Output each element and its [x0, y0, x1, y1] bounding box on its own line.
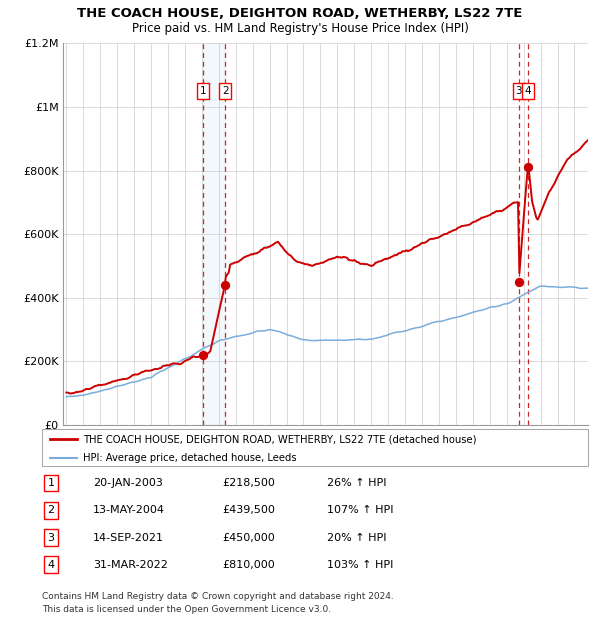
Text: 20-JAN-2003: 20-JAN-2003	[93, 478, 163, 488]
Text: THE COACH HOUSE, DEIGHTON ROAD, WETHERBY, LS22 7TE (detached house): THE COACH HOUSE, DEIGHTON ROAD, WETHERBY…	[83, 435, 476, 445]
Text: Contains HM Land Registry data © Crown copyright and database right 2024.: Contains HM Land Registry data © Crown c…	[42, 592, 394, 601]
Text: £439,500: £439,500	[222, 505, 275, 515]
Text: 13-MAY-2004: 13-MAY-2004	[93, 505, 165, 515]
Point	[523, 162, 533, 172]
Text: 4: 4	[524, 86, 531, 96]
Text: This data is licensed under the Open Government Licence v3.0.: This data is licensed under the Open Gov…	[42, 604, 331, 614]
Text: 3: 3	[47, 533, 55, 542]
Text: 3: 3	[515, 86, 522, 96]
Text: £810,000: £810,000	[222, 560, 275, 570]
Text: 14-SEP-2021: 14-SEP-2021	[93, 533, 164, 542]
Text: 107% ↑ HPI: 107% ↑ HPI	[327, 505, 394, 515]
Text: 103% ↑ HPI: 103% ↑ HPI	[327, 560, 394, 570]
Bar	[203, 43, 225, 425]
Text: 26% ↑ HPI: 26% ↑ HPI	[327, 478, 386, 488]
Text: Price paid vs. HM Land Registry's House Price Index (HPI): Price paid vs. HM Land Registry's House …	[131, 22, 469, 35]
Text: 1: 1	[199, 86, 206, 96]
Point	[514, 277, 524, 286]
Point	[220, 280, 230, 290]
Point	[198, 350, 208, 360]
Text: THE COACH HOUSE, DEIGHTON ROAD, WETHERBY, LS22 7TE: THE COACH HOUSE, DEIGHTON ROAD, WETHERBY…	[77, 7, 523, 20]
Text: 2: 2	[47, 505, 55, 515]
Text: 20% ↑ HPI: 20% ↑ HPI	[327, 533, 386, 542]
FancyBboxPatch shape	[42, 429, 588, 466]
Text: £218,500: £218,500	[222, 478, 275, 488]
Text: 1: 1	[47, 478, 55, 488]
Text: £450,000: £450,000	[222, 533, 275, 542]
Text: 31-MAR-2022: 31-MAR-2022	[93, 560, 168, 570]
Text: 2: 2	[222, 86, 229, 96]
Text: 4: 4	[47, 560, 55, 570]
Text: HPI: Average price, detached house, Leeds: HPI: Average price, detached house, Leed…	[83, 453, 296, 463]
